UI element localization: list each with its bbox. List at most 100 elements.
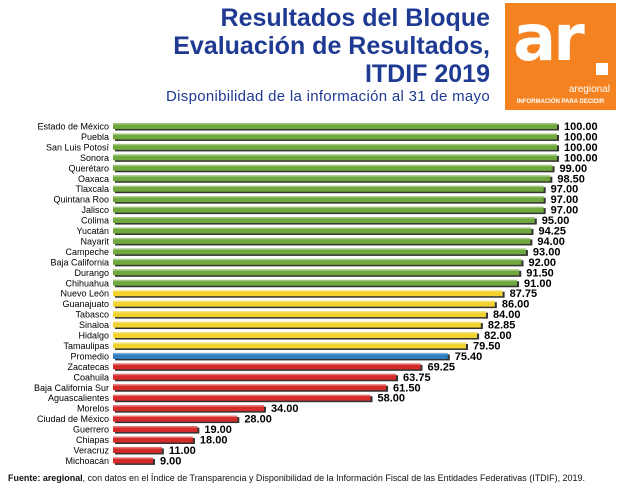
bar-highlight <box>113 143 557 146</box>
category-label: Jalisco <box>81 205 109 215</box>
category-label: Quintana Roo <box>53 195 109 205</box>
bar <box>113 164 553 171</box>
value-label: 82.85 <box>488 320 516 332</box>
logo-name: aregional <box>568 84 610 95</box>
bar-highlight <box>113 123 557 125</box>
value-label: 11.00 <box>169 445 196 457</box>
bar-highlight <box>113 300 495 303</box>
category-label: Puebla <box>81 132 109 142</box>
value-label: 92.00 <box>528 257 556 269</box>
bar-highlight <box>113 457 153 459</box>
category-label: Hidalgo <box>78 331 109 341</box>
bar <box>113 332 478 338</box>
category-label: Chiapas <box>76 435 110 445</box>
value-label: 84.00 <box>493 309 521 321</box>
bar-highlight <box>113 405 264 407</box>
category-label: Baja California Sur <box>34 383 109 393</box>
bar-highlight <box>113 164 553 167</box>
value-label: 94.00 <box>537 236 565 248</box>
category-label: Estado de México <box>37 122 109 132</box>
category-label: Tamaulipas <box>63 341 109 351</box>
value-label: 100.00 <box>564 131 598 143</box>
title-line: ITDIF 2019 <box>364 60 490 88</box>
category-label: Chihuahua <box>65 278 109 288</box>
bar-highlight <box>113 290 503 292</box>
category-label: Aguascalientes <box>48 393 110 403</box>
footer-prefix: Fuente: <box>8 473 41 483</box>
value-label: 100.00 <box>564 142 598 154</box>
value-label: 79.50 <box>473 340 501 352</box>
bar-highlight <box>113 426 198 428</box>
bar-highlight <box>113 133 557 135</box>
bar <box>113 394 371 401</box>
bar-highlight <box>113 332 478 334</box>
bar <box>113 300 495 307</box>
category-label: Guanajuato <box>62 299 109 309</box>
value-label: 19.00 <box>204 424 232 436</box>
bar <box>113 426 198 433</box>
bar-highlight <box>113 436 193 438</box>
value-label: 95.00 <box>542 215 570 227</box>
bar-highlight <box>113 342 466 344</box>
bar-highlight <box>113 373 397 376</box>
bar-highlight <box>113 321 481 324</box>
bar <box>113 311 486 318</box>
bar <box>113 258 522 265</box>
value-label: 28.00 <box>244 414 272 426</box>
bar-highlight <box>113 227 532 229</box>
value-label: 98.50 <box>557 173 585 185</box>
bar <box>113 269 520 276</box>
value-label: 94.25 <box>538 226 566 238</box>
footer-text: , con datos en el Índice de Transparenci… <box>82 473 585 483</box>
bar-highlight <box>113 279 518 282</box>
category-label: San Luis Potosí <box>46 142 110 152</box>
value-label: 87.75 <box>510 288 538 300</box>
bar-highlight <box>113 269 520 271</box>
bar <box>113 436 193 443</box>
source-footnote: Fuente: aregional, con datos en el Índic… <box>8 473 620 483</box>
logo-dot <box>596 63 608 75</box>
value-label: 75.40 <box>455 351 483 363</box>
bar <box>113 405 264 412</box>
value-label: 93.00 <box>533 246 561 258</box>
bar-highlight <box>113 217 535 219</box>
bar-highlight <box>113 352 448 355</box>
bar <box>113 237 531 244</box>
bar <box>113 363 421 370</box>
value-label: 58.00 <box>378 393 406 405</box>
footer-source: aregional <box>42 473 83 483</box>
bar-highlight <box>113 384 387 386</box>
category-label: Ciudad de México <box>37 414 109 424</box>
value-label: 97.00 <box>551 194 579 206</box>
value-label: 63.75 <box>403 372 431 384</box>
value-label: 69.25 <box>427 361 455 373</box>
value-label: 82.00 <box>484 330 512 342</box>
category-label: Tabasco <box>75 310 109 320</box>
category-label: Nayarit <box>80 236 109 246</box>
chart-title: Resultados del Bloque Evaluación de Resu… <box>0 4 490 88</box>
category-label: Michoacán <box>65 456 109 466</box>
bar <box>113 133 557 140</box>
bar-highlight <box>113 258 522 261</box>
category-label: Baja California <box>50 257 109 267</box>
bar-highlight <box>113 154 557 156</box>
category-label: Guerrero <box>73 425 109 435</box>
value-label: 18.00 <box>200 435 228 447</box>
value-label: 91.00 <box>524 278 552 290</box>
category-label: Colima <box>81 216 109 226</box>
logo-tagline: INFORMACIÓN PARA DECIDIR <box>516 99 605 105</box>
bar-highlight <box>113 196 544 198</box>
category-label: Morelos <box>77 404 110 414</box>
bar <box>113 415 238 422</box>
bar-highlight <box>113 248 526 250</box>
bar <box>113 321 481 328</box>
value-label: 86.00 <box>502 299 530 311</box>
bar <box>113 290 503 297</box>
category-label: Campeche <box>65 247 109 257</box>
value-label: 97.00 <box>551 205 579 217</box>
aregional-logo: ar aregional INFORMACIÓN PARA DECIDIR <box>505 2 616 110</box>
category-label: Nuevo León <box>60 289 109 299</box>
category-label: Tlaxcala <box>75 184 109 194</box>
bar-highlight <box>113 175 551 177</box>
